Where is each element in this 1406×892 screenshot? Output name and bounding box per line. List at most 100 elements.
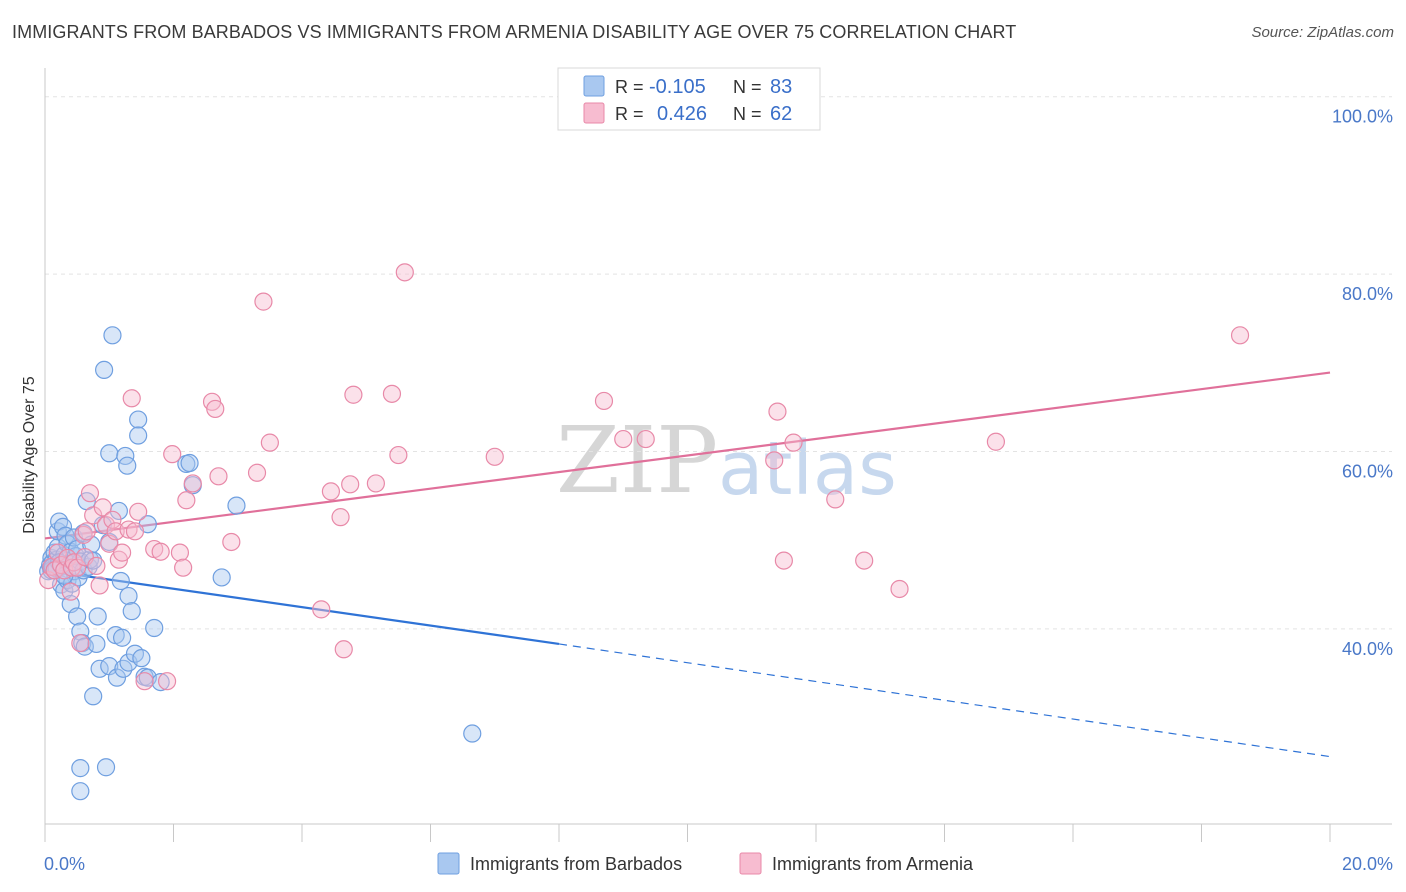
trend-line-armenia — [44, 371, 1331, 540]
point-barbados — [119, 586, 138, 606]
legend-r-label-1: R = — [615, 77, 644, 97]
point-armenia — [331, 508, 350, 527]
legend-n-label-2: N = — [733, 104, 762, 124]
point-armenia — [247, 463, 267, 482]
point-barbados — [111, 571, 130, 591]
point-armenia — [122, 389, 141, 408]
bottom-legend-label-barbados: Immigrants from Barbados — [470, 854, 682, 874]
point-armenia — [334, 640, 353, 659]
point-armenia — [206, 399, 225, 419]
trend-lines — [44, 371, 1331, 758]
point-armenia — [129, 502, 148, 521]
point-barbados — [71, 782, 90, 801]
trend-line-barbados-extrapolated — [558, 643, 1331, 758]
point-barbados — [151, 672, 170, 692]
point-armenia — [222, 532, 241, 552]
point-armenia — [636, 429, 655, 449]
point-armenia — [986, 432, 1006, 451]
point-armenia — [87, 556, 106, 576]
point-armenia — [177, 491, 196, 510]
point-armenia — [344, 385, 363, 404]
y-tick-label-80: 80.0% — [1342, 284, 1393, 304]
x-tick-label-max: 20.0% — [1342, 854, 1393, 874]
point-armenia — [341, 475, 360, 494]
legend-n-value-2: 62 — [770, 103, 792, 125]
point-armenia — [39, 571, 58, 590]
point-armenia — [170, 543, 190, 562]
axes — [44, 68, 1392, 842]
point-barbados — [129, 410, 148, 429]
point-armenia — [485, 447, 504, 466]
point-barbados — [129, 426, 148, 445]
point-armenia — [183, 474, 202, 493]
point-armenia — [395, 263, 414, 282]
point-armenia — [103, 510, 122, 529]
y-axis-label: Disability Age Over 75 — [21, 376, 38, 534]
chart-title: IMMIGRANTS FROM BARBADOS VS IMMIGRANTS F… — [12, 22, 1017, 42]
bottom-legend-label-armenia: Immigrants from Armenia — [772, 854, 974, 874]
point-armenia — [119, 520, 138, 539]
point-barbados — [68, 607, 87, 626]
point-barbados — [100, 444, 119, 463]
point-armenia — [774, 551, 793, 570]
point-barbados — [84, 687, 103, 706]
point-armenia — [855, 551, 874, 570]
bottom-legend-swatch-armenia — [739, 852, 762, 875]
y-tick-label-60: 60.0% — [1342, 462, 1393, 482]
point-armenia — [260, 433, 279, 452]
point-barbados — [88, 607, 107, 626]
point-barbados — [96, 758, 116, 777]
watermark-atlas: atlas — [718, 426, 897, 512]
correlation-legend: R = -0.105 N = 83 R = 0.426 N = 62 — [557, 67, 821, 131]
point-armenia — [90, 576, 109, 595]
y-tick-label-100: 100.0% — [1332, 107, 1393, 127]
point-armenia — [80, 484, 100, 503]
point-armenia — [74, 525, 93, 544]
point-armenia — [1230, 326, 1250, 345]
point-armenia — [594, 391, 614, 411]
y-tick-label-40: 40.0% — [1342, 639, 1393, 659]
point-armenia — [151, 542, 170, 561]
point-barbados — [212, 568, 231, 587]
tick-labels: 40.0% 60.0% 80.0% 100.0% 0.0% 20.0% — [44, 107, 1393, 874]
point-armenia — [209, 467, 228, 486]
point-barbados — [71, 759, 90, 778]
series-barbados — [39, 326, 482, 801]
point-armenia — [254, 292, 273, 311]
point-armenia — [163, 445, 182, 464]
point-armenia — [890, 579, 909, 599]
point-barbados — [107, 668, 127, 687]
watermark-zip: ZIP — [556, 407, 718, 514]
x-tick-label-min: 0.0% — [44, 854, 85, 874]
point-barbados — [95, 360, 114, 380]
series-legend: Immigrants from Barbados Immigrants from… — [437, 852, 974, 875]
point-armenia — [765, 451, 784, 470]
point-armenia — [784, 433, 803, 452]
point-armenia — [77, 522, 96, 541]
point-armenia — [768, 402, 787, 421]
point-armenia — [157, 672, 177, 691]
point-barbados — [145, 618, 164, 638]
point-barbados — [132, 649, 151, 668]
point-armenia — [382, 384, 402, 403]
point-armenia — [321, 482, 341, 501]
point-barbados — [103, 326, 122, 345]
series-armenia — [39, 263, 1250, 691]
point-barbados — [227, 496, 246, 515]
point-armenia — [64, 553, 84, 572]
point-armenia — [135, 672, 154, 691]
point-armenia — [71, 633, 90, 653]
point-armenia — [93, 498, 112, 517]
point-armenia — [61, 582, 80, 601]
point-armenia — [174, 558, 193, 577]
legend-n-label-1: N = — [733, 77, 762, 97]
point-barbados — [180, 453, 199, 473]
legend-r-value-1: -0.105 — [649, 76, 706, 98]
point-armenia — [312, 600, 331, 619]
point-barbados — [87, 634, 106, 654]
grid-lines — [45, 96, 1392, 630]
source-label: Source: ZipAtlas.com — [1251, 24, 1394, 41]
legend-r-label-2: R = — [615, 104, 644, 124]
point-armenia — [125, 522, 145, 541]
